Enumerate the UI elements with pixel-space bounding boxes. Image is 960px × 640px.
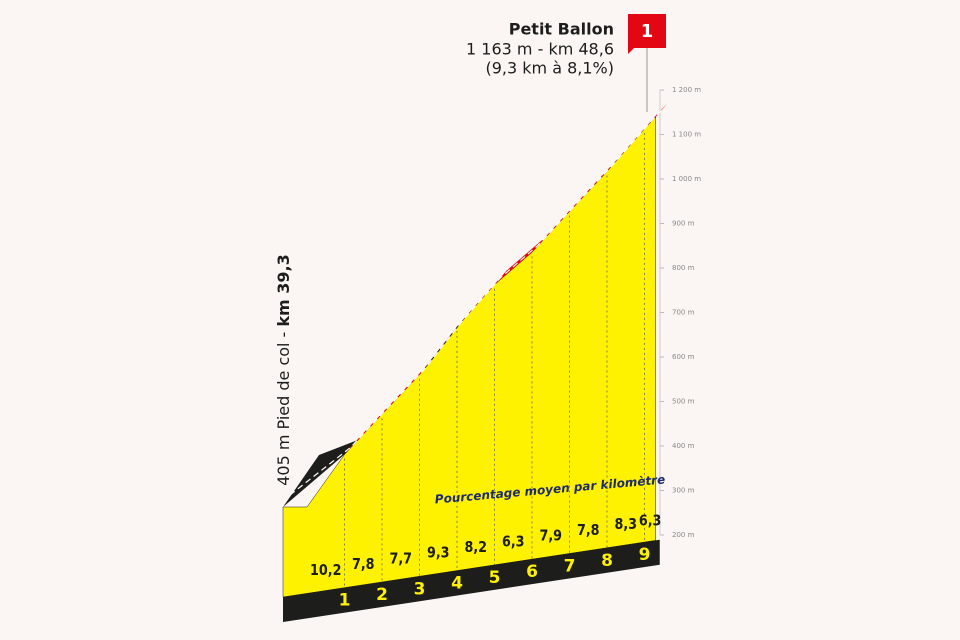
y-tick-label: 600 m (672, 353, 695, 361)
y-tick-label: 300 m (672, 487, 695, 495)
y-tick-label: 700 m (672, 309, 695, 317)
km-label: 8 (601, 551, 613, 571)
flag-label: 1 (641, 21, 654, 42)
ribbon-segment (644, 103, 668, 129)
start-km: km 39,3 (274, 254, 293, 326)
km-label: 6 (526, 562, 538, 582)
summit-info: 1 163 m - km 48,6 (466, 40, 614, 59)
start-text: 405 m Pied de col - (274, 327, 293, 486)
ribbon-segment (419, 312, 469, 375)
y-tick-label: 400 m (672, 442, 695, 450)
gradient-label: 7,9 (539, 528, 562, 545)
km-label: 3 (414, 579, 426, 599)
profile: 200 m 300 m 400 m 500 m 600 m 700 m 800 m 900 m… (282, 86, 701, 622)
gradient-label: 6,3 (639, 513, 662, 530)
y-tick-label: 1 000 m (672, 175, 701, 183)
ribbon-segment (494, 238, 544, 285)
base-band (283, 539, 660, 622)
gradient-label: 8,3 (614, 516, 637, 533)
flag (628, 14, 666, 54)
start-label: 405 m Pied de col - km 39,3 (274, 254, 293, 486)
gradient-label: 7,8 (577, 522, 600, 539)
y-tick-label: 900 m (672, 220, 695, 228)
summit-name: Petit Ballon (509, 20, 614, 39)
y-tick-label: 200 m (672, 531, 695, 539)
gradient-label: 9,3 (427, 545, 450, 562)
ribbon-centerline (289, 109, 663, 496)
gradient-label: 10,2 (310, 562, 341, 579)
y-tick-label: 500 m (672, 398, 695, 406)
gradient-label: 6,3 (502, 533, 525, 550)
y-tick-label: 800 m (672, 264, 695, 272)
km-label: 7 (564, 556, 576, 576)
gradient-label: 7,7 (389, 550, 412, 567)
y-tick-label: 1 100 m (672, 131, 701, 139)
km-label: 4 (451, 574, 463, 594)
y-tick-label: 1 200 m (672, 86, 701, 94)
km-label: 2 (376, 585, 388, 605)
km-label: 9 (639, 545, 651, 565)
gradient-label: 8,2 (464, 539, 487, 556)
gradient-label: 7,8 (352, 556, 375, 573)
summit-climb: (9,3 km à 8,1%) (486, 59, 615, 78)
km-label: 1 (339, 591, 351, 611)
km-label: 5 (489, 568, 501, 588)
